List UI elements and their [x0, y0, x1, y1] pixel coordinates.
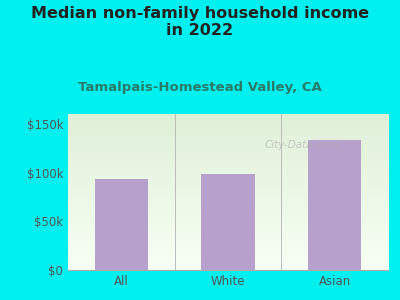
Bar [95, 179, 148, 270]
Bar [201, 174, 255, 270]
Text: Median non-family household income
in 2022: Median non-family household income in 20… [31, 6, 369, 38]
Text: City-Data.com: City-Data.com [264, 140, 339, 150]
Text: Tamalpais-Homestead Valley, CA: Tamalpais-Homestead Valley, CA [78, 81, 322, 94]
Bar [308, 140, 361, 270]
